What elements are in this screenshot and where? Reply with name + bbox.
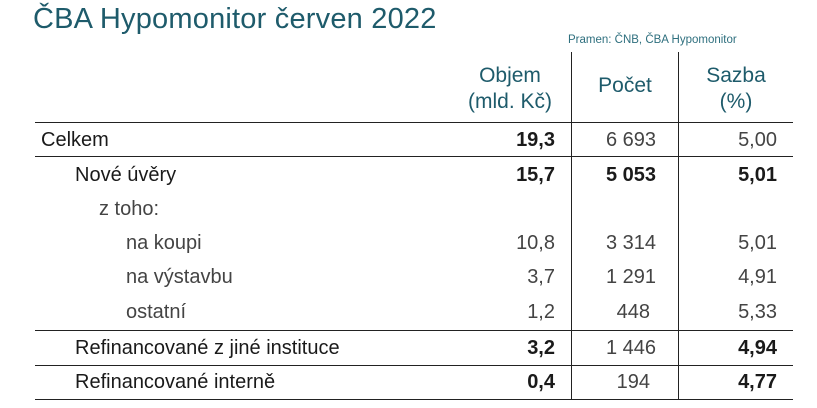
row-divider <box>35 365 793 366</box>
column-header-sazba: Sazba (%) <box>679 63 793 115</box>
table-row-refinancovane-jine: Refinancované z jiné instituce 3,2 1 446… <box>35 331 793 365</box>
row-label: na koupi <box>126 232 202 254</box>
column-header-sazba-line1: Sazba <box>706 64 766 87</box>
cell-pocet: 194 <box>616 371 650 393</box>
cell-sazba: 4,94 <box>738 337 777 359</box>
cell-pocet: 1 291 <box>605 266 656 288</box>
table-bottom-border <box>35 399 793 400</box>
column-divider <box>571 52 572 400</box>
row-label: Celkem <box>41 129 109 151</box>
table-row-nove-uvery: Nové úvěry 15,7 5 053 5,01 <box>35 158 793 192</box>
column-divider <box>678 52 679 400</box>
row-label: z toho: <box>99 198 160 220</box>
column-header-objem-line1: Objem <box>479 64 541 87</box>
cell-objem: 3,7 <box>527 266 555 288</box>
cell-objem: 15,7 <box>516 164 555 186</box>
table-row-refinancovane-interne: Refinancované interně 0,4 194 4,77 <box>35 365 793 399</box>
column-header-sazba-line2: (%) <box>719 90 753 113</box>
cell-objem: 10,8 <box>516 232 555 254</box>
table-row-celkem: Celkem 19,3 6 693 5,00 <box>35 123 793 157</box>
cell-objem: 0,4 <box>527 371 555 393</box>
row-label: ostatní <box>126 301 187 323</box>
row-label: Refinancované interně <box>75 371 276 393</box>
table-row-ostatni: ostatní 1,2 448 5,33 <box>35 295 793 329</box>
cell-pocet: 1 446 <box>605 337 656 359</box>
row-label: na výstavbu <box>126 266 233 288</box>
row-divider <box>35 330 793 331</box>
row-label: Nové úvěry <box>75 164 177 186</box>
header-divider <box>35 122 793 123</box>
column-header-objem: Objem (mld. Kč) <box>455 63 565 115</box>
cell-sazba: 4,77 <box>738 371 777 393</box>
cell-sazba: 4,91 <box>738 266 777 288</box>
cell-sazba: 5,00 <box>738 129 777 151</box>
cell-objem: 3,2 <box>527 337 555 359</box>
table-row-na-koupi: na koupi 10,8 3 314 5,01 <box>35 226 793 260</box>
cell-objem: 19,3 <box>516 129 555 151</box>
cell-pocet: 5 053 <box>605 164 656 186</box>
column-header-pocet: Počet <box>598 74 652 97</box>
hypomonitor-table: Objem (mld. Kč) Počet Sazba (%) Celkem 1… <box>35 52 793 402</box>
source-note: Pramen: ČNB, ČBA Hypomonitor <box>568 34 737 46</box>
cell-pocet: 448 <box>616 301 650 323</box>
cell-sazba: 5,01 <box>738 232 777 254</box>
table-row-na-vystavbu: na výstavbu 3,7 1 291 4,91 <box>35 260 793 294</box>
page-title: ČBA Hypomonitor červen 2022 <box>33 3 437 35</box>
cell-objem: 1,2 <box>527 301 555 323</box>
cell-sazba: 5,01 <box>738 164 777 186</box>
cell-pocet: 3 314 <box>605 232 656 254</box>
table-row-z-toho: z toho: <box>35 192 793 226</box>
column-header-objem-line2: (mld. Kč) <box>468 90 552 113</box>
cell-pocet: 6 693 <box>605 129 656 151</box>
row-label: Refinancované z jiné instituce <box>75 337 340 359</box>
row-divider <box>35 156 793 157</box>
cell-sazba: 5,33 <box>738 301 777 323</box>
